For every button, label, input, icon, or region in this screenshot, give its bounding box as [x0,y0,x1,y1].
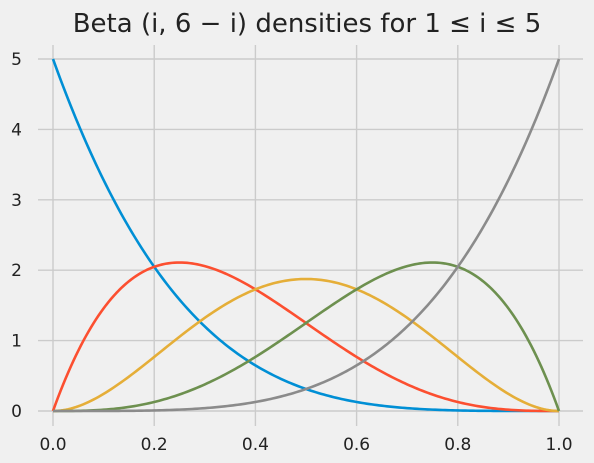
series-line-beta-4 [53,261,561,413]
x-tick-label: 0.2 [141,435,168,455]
x-tick-label: 0.4 [242,435,269,455]
series-line-beta-5 [53,58,561,413]
series-lines [51,58,561,413]
tick-labels: 0.0 0.2 0.4 0.6 0.8 1.0 0 1 2 3 4 5 [11,50,572,455]
x-tick-label: 0.8 [444,435,471,455]
x-tick-label: 0.0 [39,435,66,455]
y-tick-label: 4 [11,120,22,140]
chart-title: Beta (i, 6 − i) densities for 1 ≤ i ≤ 5 [72,9,542,39]
y-tick-label: 2 [11,261,22,281]
grid-lines [38,45,583,426]
x-tick-label: 0.6 [343,435,370,455]
x-tick-label: 1.0 [545,435,572,455]
y-tick-label: 5 [11,50,22,70]
series-line-beta-3 [52,277,560,413]
series-line-beta-1 [51,58,559,413]
y-tick-label: 1 [11,332,22,352]
y-tick-label: 0 [11,402,22,422]
y-tick-label: 3 [11,191,22,211]
